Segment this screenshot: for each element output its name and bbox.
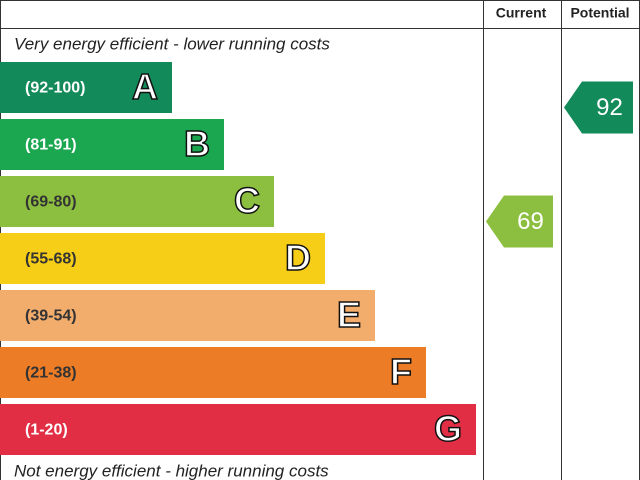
band-bar [0,119,224,170]
top-note: Very energy efficient - lower running co… [14,34,330,53]
band-range: (69-80) [25,194,77,211]
band-letter: F [390,351,412,392]
band-range: (1-20) [25,422,68,439]
bottom-note: Not energy efficient - higher running co… [14,461,329,480]
band-letter: A [132,66,158,107]
potential-arrow [564,81,633,134]
band-bar [0,404,476,455]
current-value: 69 [517,208,544,235]
band-letter: D [285,237,311,278]
band-bar [0,62,172,113]
band-range: (39-54) [25,308,77,325]
band-bar [0,347,426,398]
potential-header: Potential [570,5,629,21]
band-letter: G [434,408,462,449]
band-range: (21-38) [25,365,77,382]
band-bar [0,290,375,341]
potential-value: 92 [596,94,623,121]
band-letter: B [184,123,210,164]
band-range: (92-100) [25,80,85,97]
current-arrow [486,195,553,248]
band-range: (55-68) [25,251,77,268]
current-header: Current [496,5,547,21]
band-range: (81-91) [25,137,77,154]
band-bar [0,176,274,227]
band-letter: E [337,294,361,335]
band-letter: C [234,180,260,221]
band-bar [0,233,325,284]
